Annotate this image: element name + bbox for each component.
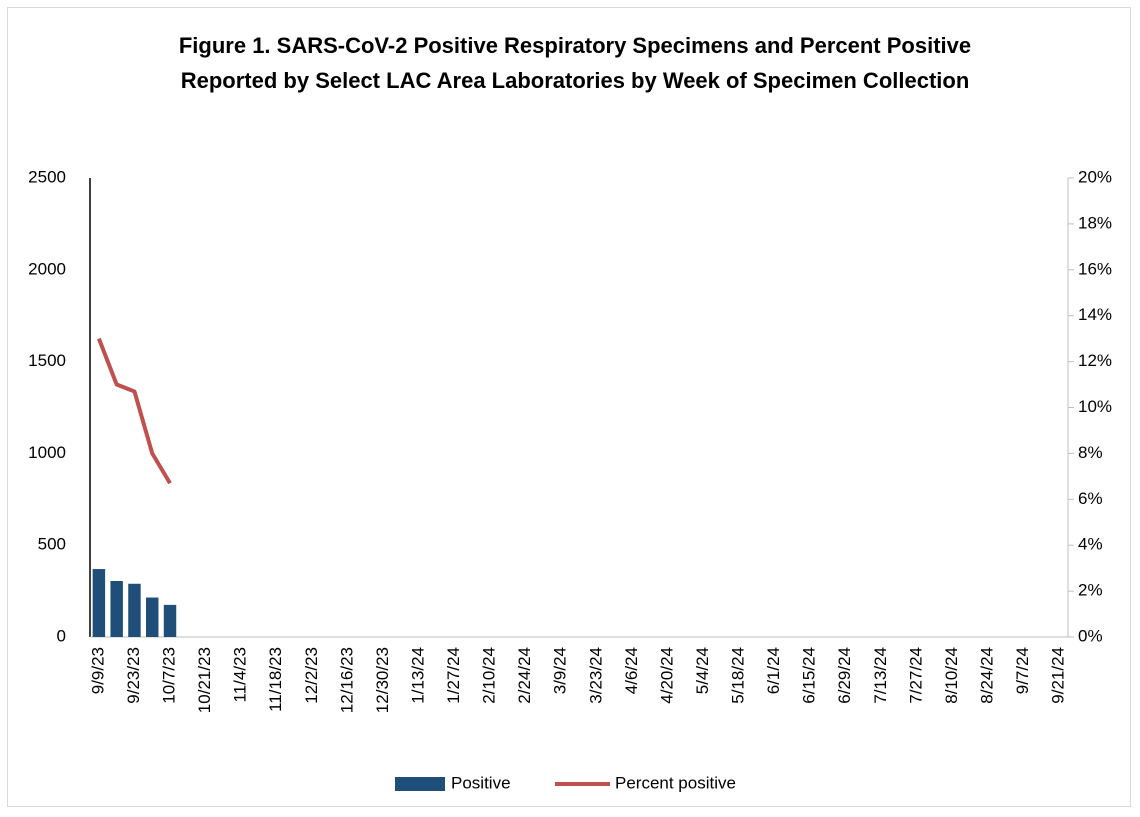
y-tick-label: 500 (38, 535, 66, 554)
x-tick-label: 9/9/23 (88, 647, 107, 694)
x-tick-label: 6/29/24 (835, 647, 854, 704)
y2-tick-label: 0% (1078, 626, 1103, 645)
bar (128, 583, 141, 637)
x-tick-label: 7/27/24 (906, 647, 925, 704)
bar (110, 581, 123, 637)
x-tick-label: 11/4/23 (231, 647, 250, 702)
x-tick-label: 4/20/24 (657, 647, 676, 704)
chart-title: Figure 1. SARS-CoV-2 Positive Respirator… (178, 33, 972, 93)
y2-tick-label: 20% (1078, 167, 1112, 186)
x-tick-label: 5/4/24 (693, 647, 712, 694)
y2-tick-label: 12% (1078, 351, 1112, 370)
chart-frame (7, 7, 1131, 807)
x-tick-label: 10/21/23 (195, 647, 214, 713)
x-tick-label: 6/15/24 (800, 647, 819, 704)
x-tick-label: 12/30/23 (373, 647, 392, 713)
x-tick-label: 9/21/24 (1049, 647, 1068, 704)
y-tick-label: 1500 (28, 351, 66, 370)
x-tick-label: 8/10/24 (942, 647, 961, 704)
x-tick-label: 1/27/24 (444, 647, 463, 704)
y-tick-label: 0 (57, 626, 66, 645)
x-tick-label: 12/2/23 (302, 647, 321, 704)
bar (146, 597, 159, 637)
y-tick-label: 2500 (28, 167, 66, 186)
y2-tick-label: 8% (1078, 443, 1103, 462)
legend-swatch (395, 777, 445, 791)
y2-tick-label: 10% (1078, 397, 1112, 416)
bar (163, 604, 177, 637)
x-tick-label: 4/6/24 (622, 647, 641, 694)
x-tick-label: 6/1/24 (764, 647, 783, 694)
y-tick-label: 1000 (28, 443, 66, 462)
x-tick-label: 3/9/24 (551, 647, 570, 694)
y2-tick-label: 6% (1078, 489, 1103, 508)
x-tick-label: 11/18/23 (266, 647, 285, 712)
x-tick-label: 12/16/23 (337, 647, 356, 713)
y2-tick-label: 4% (1078, 535, 1103, 554)
x-tick-label: 3/23/24 (586, 647, 605, 704)
y2-tick-label: 14% (1078, 305, 1112, 324)
x-tick-label: 9/7/24 (1013, 647, 1032, 694)
y2-tick-label: 2% (1078, 581, 1103, 600)
x-tick-label: 8/24/24 (977, 647, 996, 704)
x-tick-label: 7/13/24 (871, 647, 890, 704)
x-tick-label: 5/18/24 (729, 647, 748, 704)
x-tick-label: 2/10/24 (480, 647, 499, 704)
y-tick-label: 2000 (28, 259, 66, 278)
line (97, 337, 172, 485)
x-tick-label: 1/13/24 (408, 647, 427, 704)
legend-label: Positive (451, 773, 511, 792)
x-tick-label: 9/23/23 (124, 647, 143, 704)
x-tick-label: 10/7/23 (160, 647, 179, 704)
y2-tick-label: 18% (1078, 213, 1112, 232)
bar (92, 569, 106, 637)
x-tick-label: 2/24/24 (515, 647, 534, 704)
y2-tick-label: 16% (1078, 259, 1112, 278)
legend-label: Percent positive (615, 773, 736, 792)
